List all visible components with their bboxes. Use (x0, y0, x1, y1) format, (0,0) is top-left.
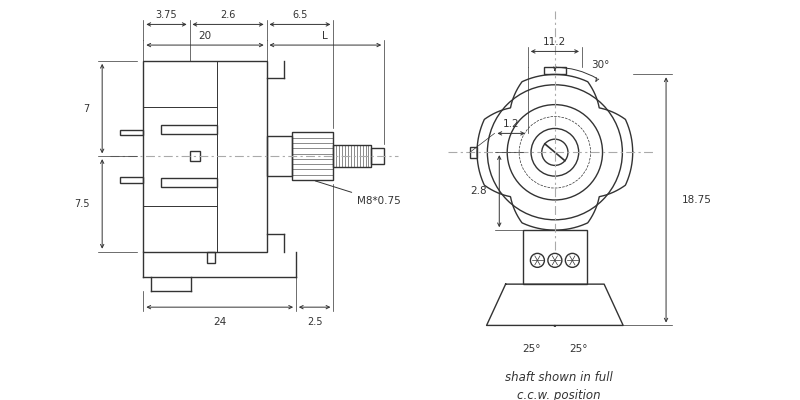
Text: 1.2: 1.2 (503, 120, 519, 130)
Bar (523, 230, 586, 284)
Bar (266, 136, 292, 176)
Text: 2.8: 2.8 (470, 186, 486, 196)
Text: M8*0.75: M8*0.75 (315, 181, 401, 206)
Text: 7: 7 (83, 104, 90, 114)
Bar (470, 147, 477, 158)
Bar (161, 178, 218, 187)
Text: L: L (322, 31, 328, 41)
Bar (292, 132, 334, 180)
Text: 18.75: 18.75 (682, 195, 712, 205)
Text: 2.5: 2.5 (307, 317, 322, 327)
Bar (334, 145, 371, 167)
Text: 11.2: 11.2 (543, 38, 566, 48)
Text: shaft shown in full: shaft shown in full (505, 372, 613, 384)
Bar (544, 67, 566, 74)
Text: 2.6: 2.6 (220, 10, 236, 20)
Bar (161, 125, 218, 134)
Bar (371, 148, 384, 164)
Text: c.c.w. position: c.c.w. position (517, 389, 601, 400)
Text: 25°: 25° (570, 344, 588, 354)
Text: 20: 20 (198, 31, 211, 41)
Text: 6.5: 6.5 (292, 10, 308, 20)
Text: 25°: 25° (522, 344, 540, 354)
Text: 30°: 30° (591, 60, 610, 70)
Bar (120, 130, 143, 135)
Text: 3.75: 3.75 (156, 10, 178, 20)
Bar (120, 177, 143, 183)
Text: 24: 24 (213, 317, 226, 327)
Text: 7.5: 7.5 (74, 199, 90, 209)
Bar (190, 152, 200, 161)
Bar (207, 252, 215, 263)
